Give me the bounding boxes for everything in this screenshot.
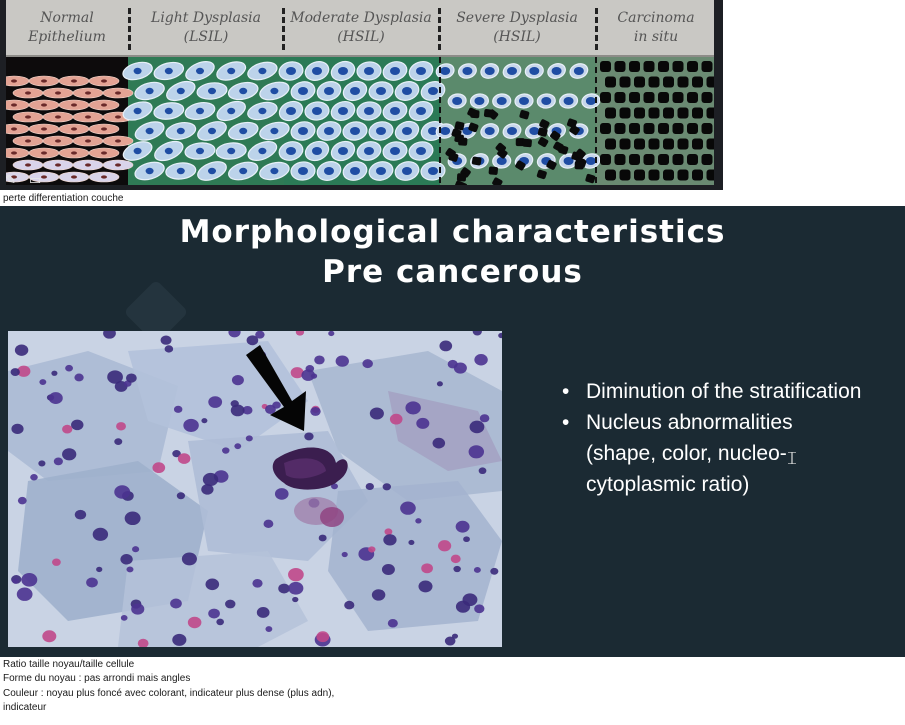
bullet-continuation-line1: (shape, color, nucleo- <box>586 442 787 465</box>
stage-label-line2: in situ <box>633 28 679 45</box>
dysplasia-figure: Normal Epithelium Light Dysplasia (LSIL)… <box>0 0 723 190</box>
bullet-continuation-line2: cytoplasmic ratio) <box>586 473 750 496</box>
stage-label-line1: Light Dysplasia <box>151 9 261 26</box>
cytology-micrograph <box>8 331 502 647</box>
stage-label-line2: Epithelium <box>28 28 106 45</box>
stage-label-line1: Moderate Dysplasia <box>290 9 432 26</box>
note-line: Couleur : noyau plus foncé avec colorant… <box>3 688 335 699</box>
stage-divider <box>282 8 285 50</box>
stage-moderate-dysplasia-label: Moderate Dysplasia (HSIL) <box>285 0 437 55</box>
slide-title-line1: Morphological characteristics <box>179 214 726 250</box>
bullet-item: Nucleus abnormalities <box>560 407 861 438</box>
stage-label-line1: Severe Dysplasia <box>456 9 578 26</box>
slideshow-icon[interactable]: ▭ <box>29 172 42 187</box>
stage-label-line2: (HSIL) <box>337 28 385 45</box>
figure-caption: perte differentiation couche <box>3 193 124 204</box>
note-line: indicateur <box>3 702 47 713</box>
mouse-cursor-icon <box>788 452 796 464</box>
stage-divider <box>595 8 598 50</box>
figure-header: Normal Epithelium Light Dysplasia (LSIL)… <box>6 0 714 57</box>
slide-title: Morphological characteristics Pre cancer… <box>0 212 905 292</box>
stage-divider <box>128 8 131 50</box>
note-line: Forme du noyau : pas arrondi mais angles <box>3 673 191 684</box>
stage-divider <box>438 8 441 50</box>
slide: Morphological characteristics Pre cancer… <box>0 206 905 657</box>
pen-icon[interactable]: ✎ <box>5 172 16 187</box>
bullet-list: Diminution of the stratification Nucleus… <box>560 376 861 500</box>
stage-normal-label: Normal Epithelium <box>6 0 128 55</box>
bullet-continuation: (shape, color, nucleo- <box>560 438 861 469</box>
stage-label-line1: Carcinoma <box>617 9 695 26</box>
bullet-item: Diminution of the stratification <box>560 376 861 407</box>
stage-severe-dysplasia-label: Severe Dysplasia (HSIL) <box>441 0 593 55</box>
stage-label-line1: Normal <box>40 9 94 26</box>
stage-light-dysplasia-label: Light Dysplasia (LSIL) <box>131 0 281 55</box>
note-line: Ratio taille noyau/taille cellule <box>3 659 135 670</box>
stage-label-line2: (HSIL) <box>493 28 541 45</box>
bullet-continuation: cytoplasmic ratio) <box>560 469 861 500</box>
slide-title-line2: Pre cancerous <box>322 254 583 290</box>
epithelium-illustration <box>6 57 714 185</box>
stage-label-line2: (LSIL) <box>183 28 229 45</box>
stage-carcinoma-label: Carcinoma in situ <box>598 0 714 55</box>
